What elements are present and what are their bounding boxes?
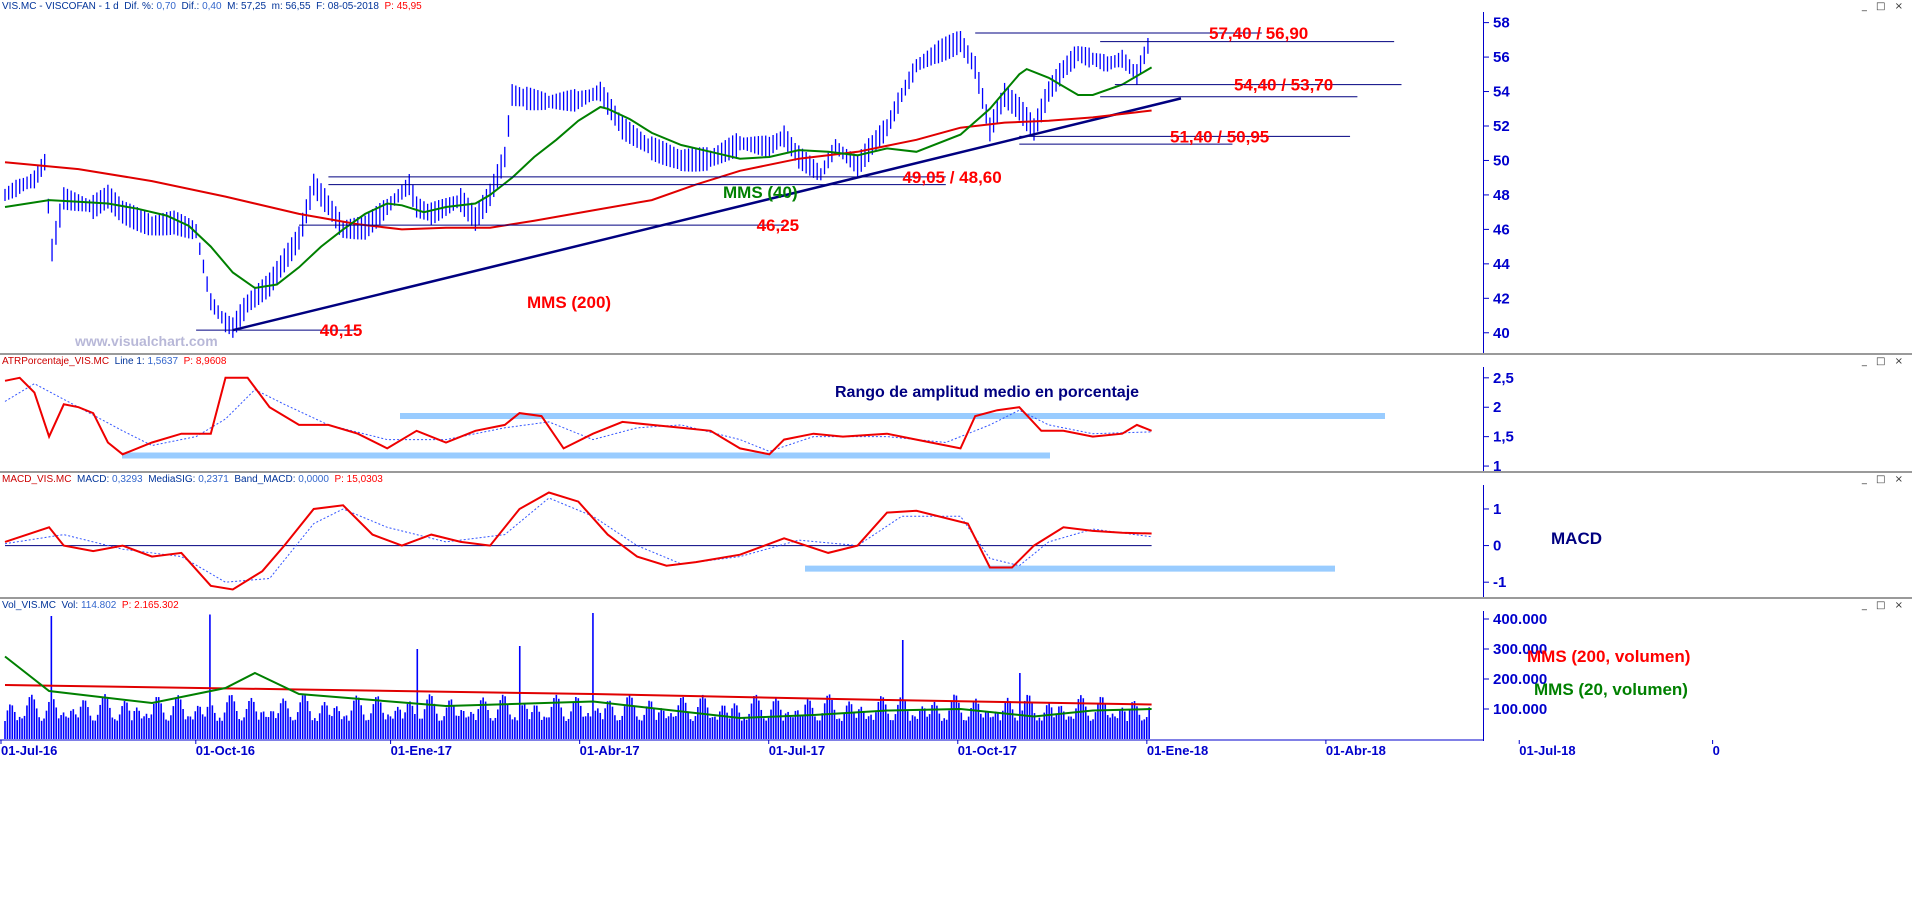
volume-chart[interactable]: 400.000 300.000 200.000 100.000 MMS (200, vo…	[0, 599, 1912, 922]
volume-sma20-label: MMS (20, volumen)	[1534, 680, 1688, 699]
atr-pane-header: ATRPorcentaje_VIS.MC Line 1: 1,5637 P: 8…	[2, 356, 227, 367]
volume-y-tick-label: 200.000	[1493, 671, 1547, 688]
price-pane: VIS.MC - VISCOFAN - 1 d Dif. %: 0,70 Dif…	[0, 0, 1912, 353]
macd-pane-header: MACD_VIS.MC MACD: 0,3293 MediaSIG: 0,237…	[2, 474, 383, 485]
level-label: 49,05 / 48,60	[902, 168, 1001, 187]
x-tick-label: 01-Oct-16	[196, 743, 255, 758]
macd-y-tick-label: 1	[1493, 501, 1501, 518]
trendline	[232, 97, 1182, 332]
watermark: www.visualchart.com	[74, 333, 218, 349]
macd-y-tick-label: -1	[1493, 574, 1506, 591]
level-label: 54,40 / 53,70	[1234, 76, 1333, 95]
price-y-tick-label: 48	[1493, 187, 1510, 204]
price-y-tick-label: 40	[1493, 325, 1510, 342]
volume-window-buttons[interactable]: _ □ ×	[1861, 600, 1906, 611]
price-window-buttons[interactable]: _ □ ×	[1861, 1, 1906, 12]
price-y-tick-label: 50	[1493, 152, 1510, 169]
level-label: 40,15	[320, 321, 363, 340]
level-label: 51,40 / 50,95	[1170, 127, 1269, 146]
volume-pane: Vol_VIS.MC Vol: 114.802 P: 2.165.302 _ □…	[0, 599, 1912, 922]
x-tick-label: 01-Oct-17	[958, 743, 1017, 758]
pane-separator[interactable]	[0, 471, 1912, 473]
sma200-label: MMS (200)	[527, 293, 611, 312]
volume-y-tick-label: 100.000	[1493, 701, 1547, 718]
macd-title: MACD	[1551, 529, 1602, 548]
atr-y-tick-label: 2,5	[1493, 370, 1514, 387]
pane-separator[interactable]	[0, 353, 1912, 355]
atr-mean-line	[4, 383, 1152, 452]
atr-y-tick-label: 2	[1493, 399, 1501, 416]
level-label: 57,40 / 56,90	[1209, 24, 1308, 43]
volume-sma200-line	[4, 684, 1152, 706]
x-tick-label: 0	[1713, 743, 1720, 758]
price-y-tick-label: 56	[1493, 49, 1510, 66]
macd-signal-line	[4, 497, 1152, 583]
sma40-label: MMS (40)	[723, 183, 798, 202]
volume-pane-header: Vol_VIS.MC Vol: 114.802 P: 2.165.302	[2, 600, 179, 611]
macd-pane: MACD_VIS.MC MACD: 0,3293 MediaSIG: 0,237…	[0, 473, 1912, 597]
price-y-tick-label: 54	[1493, 84, 1510, 101]
atr-title: Rango de amplitud medio en porcentaje	[835, 384, 1139, 401]
price-y-tick-label: 58	[1493, 15, 1510, 32]
price-y-tick-label: 46	[1493, 221, 1510, 238]
volume-y-tick-label: 400.000	[1493, 611, 1547, 628]
macd-chart[interactable]: 1 0 -1 MACD	[0, 473, 1912, 597]
x-tick-label: 01-Abr-17	[580, 743, 640, 758]
atr-chart[interactable]: 2,5 2 1,5 1 Rango de amplitud medio en porce…	[0, 355, 1912, 471]
volume-sma20-line	[4, 655, 1152, 720]
x-tick-label: 01-Ene-18	[1147, 743, 1208, 758]
pane-separator[interactable]	[0, 597, 1912, 599]
atr-y-tick-label: 1,5	[1493, 429, 1514, 446]
x-tick-label: 01-Jul-17	[769, 743, 825, 758]
level-label: 46,25	[757, 216, 800, 235]
price-y-tick-label: 42	[1493, 290, 1510, 307]
price-pane-header: VIS.MC - VISCOFAN - 1 d Dif. %: 0,70 Dif…	[2, 1, 422, 12]
atr-line	[4, 376, 1152, 456]
atr-y-axis-line	[1483, 367, 1484, 471]
volume-sma200-label: MMS (200, volumen)	[1527, 647, 1690, 666]
x-tick-label: 01-Jul-18	[1519, 743, 1575, 758]
atr-y-tick-label: 1	[1493, 458, 1501, 471]
atr-window-buttons[interactable]: _ □ ×	[1861, 356, 1906, 367]
price-y-tick-label: 52	[1493, 118, 1510, 135]
atr-pane: ATRPorcentaje_VIS.MC Line 1: 1,5637 P: 8…	[0, 355, 1912, 471]
x-tick-label: 01-Ene-17	[391, 743, 452, 758]
sma200-line	[4, 109, 1152, 231]
price-y-tick-label: 44	[1493, 256, 1510, 273]
price-bars	[4, 30, 1149, 338]
macd-window-buttons[interactable]: _ □ ×	[1861, 474, 1906, 485]
price-y-axis-line	[1483, 12, 1484, 353]
macd-y-axis-line	[1483, 485, 1484, 597]
volume-y-tick-label: 300.000	[1493, 641, 1547, 658]
macd-y-tick-label: 0	[1493, 538, 1501, 555]
x-tick-label: 01-Jul-16	[1, 743, 57, 758]
x-tick-label: 01-Abr-18	[1326, 743, 1386, 758]
sma40-line	[4, 66, 1153, 290]
volume-y-axis-line	[1483, 611, 1484, 741]
macd-line	[4, 491, 1152, 591]
price-chart[interactable]: 58 56 54 52 50 48 46 44 42 40 57,40 / 56,90 54,40 /…	[0, 0, 1912, 353]
volume-bars	[4, 613, 1150, 739]
